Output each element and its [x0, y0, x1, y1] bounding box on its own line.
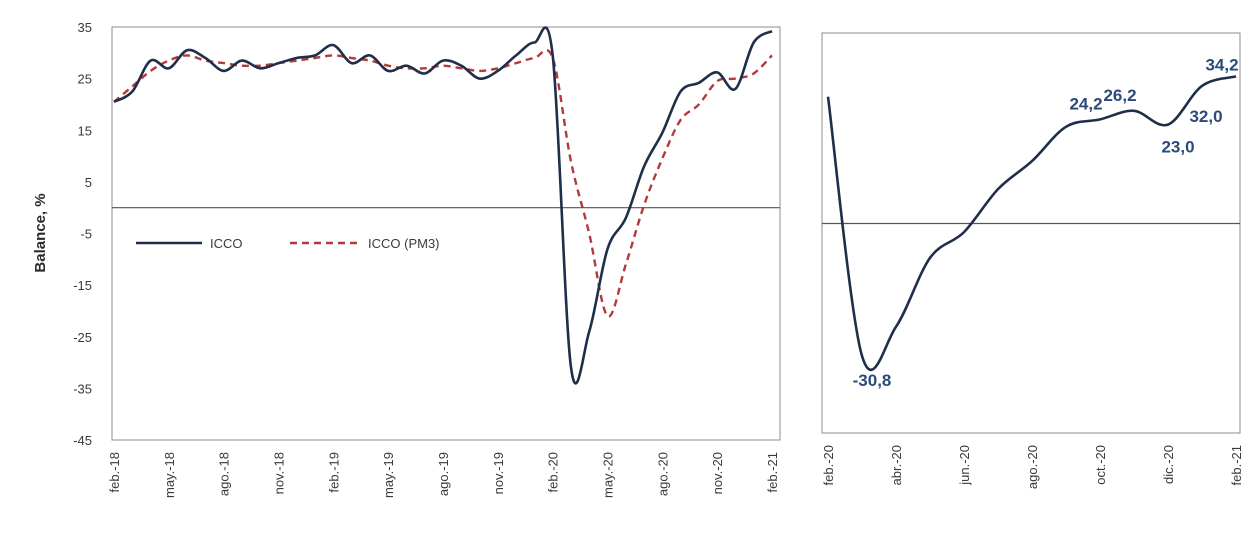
data-label: -30,8 — [853, 371, 892, 390]
data-label: 23,0 — [1161, 138, 1194, 157]
series-line-icco — [113, 26, 773, 385]
x-tick-label: may.-18 — [162, 452, 177, 498]
data-label: 32,0 — [1189, 107, 1222, 126]
y-tick-label: -5 — [80, 227, 92, 242]
y-tick-label: -15 — [73, 278, 92, 293]
y-tick-label: 35 — [78, 20, 92, 35]
data-label: 34,2 — [1205, 55, 1238, 74]
y-tick-label: -45 — [73, 433, 92, 448]
legend: ICCO ICCO (PM3) — [136, 236, 440, 251]
y-tick-label: -25 — [73, 330, 92, 345]
left-chart: 35 25 15 5 -5 -15 -25 -35 -45 feb.-18 may.-18 ago.… — [32, 20, 781, 498]
x-tick-label: abr.-20 — [889, 445, 904, 485]
data-label: 26,2 — [1103, 86, 1136, 105]
x-tick-label: ago.-20 — [1025, 445, 1040, 489]
left-y-axis-ticks: 35 25 15 5 -5 -15 -25 -35 -45 — [73, 20, 92, 448]
right-chart: feb.-20 abr.-20 jun.-20 ago.-20 oct.-20 dic.-… — [821, 32, 1244, 489]
y-tick-label: 25 — [78, 72, 92, 87]
y-tick-label: 5 — [85, 175, 92, 190]
right-data-labels: -30,8 24,2 26,2 23,0 32,0 34,2 — [853, 55, 1239, 390]
left-series-group — [113, 26, 773, 385]
x-tick-label: may.-20 — [601, 452, 616, 498]
y-axis-label: Balance, % — [32, 193, 49, 272]
left-plot-frame — [111, 26, 781, 441]
x-tick-label: ago.-20 — [655, 452, 670, 496]
x-tick-label: feb.-18 — [107, 452, 122, 492]
y-tick-label: -35 — [73, 381, 92, 396]
x-tick-label: oct.-20 — [1093, 445, 1108, 485]
left-x-axis-ticks: feb.-18 may.-18 ago.-18 nov.-18 feb.-19 may.-… — [107, 452, 780, 498]
x-tick-label: feb.-20 — [821, 445, 836, 485]
right-series-group — [826, 75, 1237, 372]
data-label: 24,2 — [1069, 94, 1102, 113]
right-plot-frame — [821, 32, 1241, 434]
right-x-axis-ticks: feb.-20 abr.-20 jun.-20 ago.-20 oct.-20 dic.-… — [821, 445, 1244, 489]
x-tick-label: feb.-21 — [765, 452, 780, 492]
x-tick-label: dic.-20 — [1161, 445, 1176, 484]
legend-label-icco-pm3: ICCO (PM3) — [368, 236, 440, 251]
x-tick-label: jun.-20 — [957, 445, 972, 486]
x-tick-label: feb.-19 — [326, 452, 341, 492]
legend-label-icco: ICCO — [210, 236, 243, 251]
x-tick-label: feb.-20 — [546, 452, 561, 492]
x-tick-label: nov.-18 — [272, 452, 287, 494]
x-tick-label: nov.-19 — [491, 452, 506, 494]
x-tick-label: nov.-20 — [710, 452, 725, 494]
series-line-icco — [826, 75, 1237, 372]
x-tick-label: feb.-21 — [1229, 445, 1244, 485]
series-line-icco-pm3 — [113, 49, 773, 318]
x-tick-label: ago.-19 — [436, 452, 451, 496]
y-tick-label: 15 — [78, 123, 92, 138]
x-tick-label: may.-19 — [381, 452, 396, 498]
x-tick-label: ago.-18 — [217, 452, 232, 496]
